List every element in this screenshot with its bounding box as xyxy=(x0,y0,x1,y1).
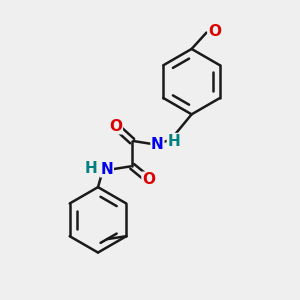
Text: H: H xyxy=(84,161,97,176)
Text: N: N xyxy=(151,136,164,152)
Text: N: N xyxy=(100,162,113,177)
Text: H: H xyxy=(167,134,180,148)
Text: O: O xyxy=(208,24,221,39)
Text: O: O xyxy=(109,119,122,134)
Text: O: O xyxy=(142,172,155,187)
